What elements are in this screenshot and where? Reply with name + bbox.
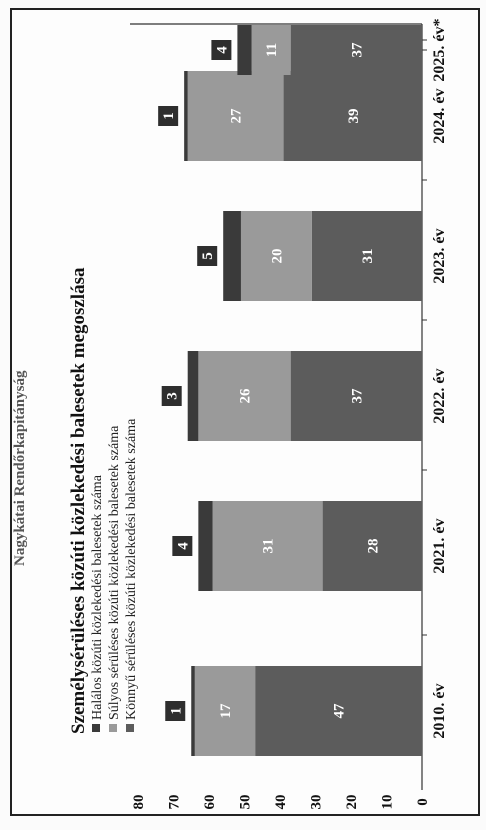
data-label: 17 xyxy=(218,703,234,719)
y-tick-label: 20 xyxy=(344,795,360,810)
data-label: 31 xyxy=(360,249,376,264)
category-label: 2022. év xyxy=(431,368,448,423)
data-label: 1 xyxy=(168,707,184,715)
legend-swatch xyxy=(92,724,100,732)
legend-label: Súlyos sérüléses közúti közlekedési bale… xyxy=(107,425,122,720)
bar-light xyxy=(322,501,423,591)
data-label: 26 xyxy=(238,388,254,404)
fatal-label-box xyxy=(211,40,232,60)
data-label: 4 xyxy=(214,46,230,54)
chart-title: Személysérüléses közúti közlekedési bale… xyxy=(68,267,89,734)
bar-fatal xyxy=(223,211,241,301)
bar-fatal xyxy=(237,25,252,75)
y-tick-label: 30 xyxy=(309,795,325,810)
data-label: 27 xyxy=(229,108,245,124)
legend-swatch xyxy=(126,724,134,732)
bar-severe xyxy=(194,666,256,756)
fatal-label-box xyxy=(165,701,186,721)
bar-severe xyxy=(187,71,284,161)
bar-light xyxy=(290,351,422,441)
legend-label: Könnyű sérüléses közúti közlekedési bale… xyxy=(124,418,139,720)
category-label: 2023. év xyxy=(431,228,448,283)
data-label: 31 xyxy=(261,539,277,554)
bar-light xyxy=(283,71,422,161)
bar-severe xyxy=(240,211,312,301)
bars-group: 47 17 1 28 31 4 37 26 3 31 20 5 39 27 1 37 11 4 xyxy=(158,25,423,756)
bar-severe xyxy=(198,351,291,441)
legend: Halálos közúti közlekedési balesetek szá… xyxy=(90,418,139,732)
category-label: 2010. év xyxy=(431,683,448,738)
fatal-label-box xyxy=(197,246,218,266)
data-label: 47 xyxy=(332,703,348,719)
data-label: 4 xyxy=(175,542,191,550)
data-label: 1 xyxy=(161,112,177,120)
bar-severe xyxy=(251,25,291,75)
fatal-label-box xyxy=(172,536,193,556)
legend-label: Halálos közúti közlekedési balesetek szá… xyxy=(90,474,105,720)
bar-light xyxy=(290,25,422,75)
legend-swatch xyxy=(109,724,117,732)
category-label: 2024. év xyxy=(431,88,448,143)
bar-severe xyxy=(212,501,323,591)
y-tick-label: 0 xyxy=(415,798,431,806)
page-header: Nagykátai Rendőrkapitányság xyxy=(12,370,28,566)
category-labels: 2010. év 2021. év 2022. év 2023. év 2024. év… xyxy=(431,18,448,738)
y-tick-label: 50 xyxy=(238,795,254,810)
y-tick-label: 80 xyxy=(131,795,147,810)
bar-fatal xyxy=(191,666,195,756)
data-label: 39 xyxy=(346,109,362,124)
y-tick-label: 10 xyxy=(380,795,396,810)
category-label: 2021. év xyxy=(431,518,448,573)
y-tick-label: 70 xyxy=(167,795,183,810)
bar-light xyxy=(255,666,422,756)
chart-canvas: Nagykátai Rendőrkapitányság Személysérül… xyxy=(10,8,480,816)
data-label: 5 xyxy=(200,252,216,260)
fatal-label-box xyxy=(158,106,179,126)
data-label: 28 xyxy=(365,539,381,554)
bar-fatal xyxy=(184,71,188,161)
data-label: 11 xyxy=(264,43,280,57)
category-label: 2025. év* xyxy=(431,18,448,81)
data-label: 3 xyxy=(165,392,181,400)
bar-fatal xyxy=(198,501,213,591)
fatal-label-box xyxy=(161,386,182,406)
chart-svg: Nagykátai Rendőrkapitányság Személysérül… xyxy=(12,18,448,810)
data-label: 37 xyxy=(349,42,365,58)
data-label: 20 xyxy=(269,249,285,264)
y-tick-label: 60 xyxy=(202,795,218,810)
bar-fatal xyxy=(187,351,199,441)
data-label: 37 xyxy=(349,388,365,404)
bar-light xyxy=(311,211,423,301)
y-tick-label: 40 xyxy=(273,795,289,810)
